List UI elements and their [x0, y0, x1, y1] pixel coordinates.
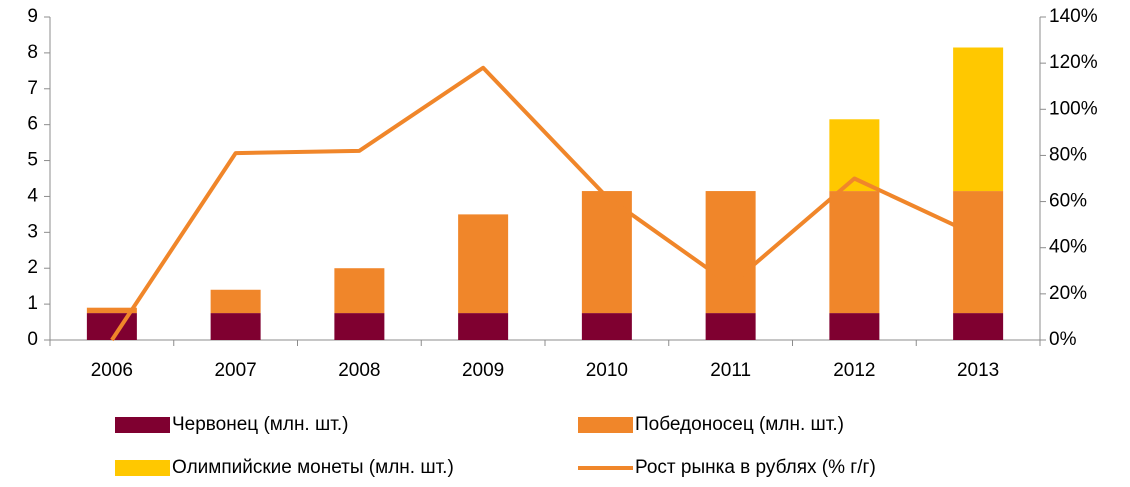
y-tick-label: 4	[27, 185, 38, 206]
y2-tick-label: 140%	[1049, 6, 1098, 27]
bar	[953, 47, 1004, 192]
bar	[581, 191, 632, 314]
bar	[458, 214, 509, 314]
x-tick-label: 2009	[462, 360, 504, 381]
y2-tick-label: 100%	[1049, 98, 1098, 119]
y2-tick-label: 0%	[1049, 329, 1077, 350]
x-tick-label: 2012	[833, 360, 875, 381]
bar	[334, 313, 385, 340]
legend-label: Олимпийские монеты (млн. шт.)	[172, 457, 454, 478]
legend-swatch	[115, 417, 170, 433]
bar	[705, 313, 756, 340]
legend-label: Червонец (млн. шт.)	[172, 414, 348, 435]
legend-label: Рост рынка в рублях (% г/г)	[635, 457, 876, 478]
y-tick-label: 3	[27, 221, 38, 242]
y2-tick-label: 80%	[1049, 144, 1087, 165]
y-tick-label: 0	[27, 329, 38, 350]
y-tick-label: 2	[27, 257, 38, 278]
y2-tick-label: 60%	[1049, 191, 1087, 212]
x-tick-label: 2010	[586, 360, 628, 381]
line-series	[110, 65, 979, 342]
bar	[705, 191, 756, 314]
bar	[829, 313, 880, 340]
x-tick-label: 2008	[338, 360, 380, 381]
y-tick-label: 7	[27, 78, 38, 99]
y-tick-label: 8	[27, 42, 38, 63]
y2-tick-label: 40%	[1049, 237, 1087, 258]
x-tick-label: 2011	[710, 360, 751, 381]
bar	[334, 268, 385, 314]
y2-tick-label: 20%	[1049, 283, 1087, 304]
x-tick-label: 2006	[91, 360, 133, 381]
legend-label: Победоносец (млн. шт.)	[635, 414, 844, 435]
bar	[953, 313, 1004, 340]
bar	[829, 191, 880, 314]
y-tick-label: 1	[27, 293, 38, 314]
bar	[581, 313, 632, 340]
legend-swatch	[115, 460, 170, 476]
bar	[458, 313, 509, 340]
y-tick-label: 9	[27, 6, 38, 27]
x-tick-label: 2007	[214, 360, 256, 381]
y2-tick-label: 120%	[1049, 52, 1098, 73]
bar	[210, 289, 261, 314]
y-tick-label: 5	[27, 150, 38, 171]
bar	[953, 191, 1004, 314]
legend-swatch	[578, 417, 633, 433]
x-tick-label: 2013	[957, 360, 999, 381]
y-tick-label: 6	[27, 114, 38, 135]
bar	[86, 307, 137, 314]
bar	[210, 313, 261, 340]
